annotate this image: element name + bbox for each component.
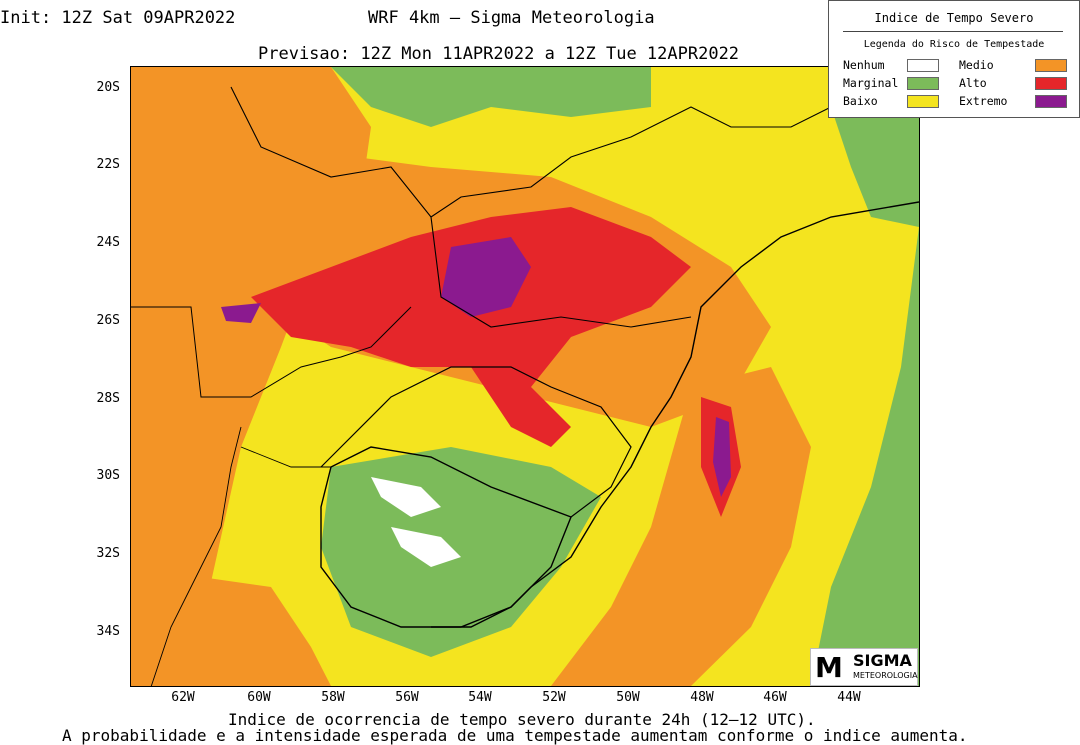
legend-swatch-baixo <box>907 95 939 108</box>
legend-label-extremo: Extremo <box>959 94 1008 108</box>
risk-area-medio-ocean <box>551 367 811 686</box>
legend-swatch-medio <box>1035 59 1067 72</box>
sigma-logo: M SIGMA METEOROLOGIA <box>810 648 918 686</box>
legend-divider <box>843 31 1063 32</box>
lat-tick: 20S <box>96 80 120 95</box>
lon-tick: 62W <box>171 690 195 705</box>
legend-swatch-alto <box>1035 77 1067 90</box>
lon-tick: 60W <box>247 690 271 705</box>
risk-area-marginal-north <box>331 67 651 127</box>
lon-tick: 46W <box>763 690 787 705</box>
legend-label-nenhum: Nenhum <box>843 58 885 72</box>
lat-tick: 34S <box>96 624 120 639</box>
lat-tick: 30S <box>96 468 120 483</box>
legend-label-marginal: Marginal <box>843 76 899 90</box>
lon-tick: 56W <box>395 690 419 705</box>
lat-tick: 32S <box>96 546 120 561</box>
border-argentina <box>150 426 331 686</box>
logo-text: SIGMA <box>853 651 912 670</box>
risk-area-marginal-south <box>321 447 601 657</box>
risk-area-alto <box>251 207 691 447</box>
risk-area-extremo <box>221 237 531 323</box>
risk-area-nenhum <box>371 477 461 567</box>
border-uruguay <box>320 446 572 628</box>
border-rs <box>320 366 632 518</box>
legend-label-baixo: Baixo <box>843 94 878 108</box>
footer-line-1: Indice de ocorrencia de tempo severo dur… <box>228 710 816 729</box>
lat-tick: 28S <box>96 391 120 406</box>
risk-map <box>131 67 919 686</box>
legend-label-alto: Alto <box>959 76 987 90</box>
border-paraguay <box>131 306 412 398</box>
lon-tick: 54W <box>468 690 492 705</box>
lon-tick: 58W <box>321 690 345 705</box>
border-states <box>230 86 832 328</box>
lat-tick: 22S <box>96 157 120 172</box>
legend-title: Indice de Tempo Severo <box>874 11 1034 25</box>
risk-area-medio-sw <box>131 567 331 686</box>
legend-swatch-marginal <box>907 77 939 90</box>
lat-tick: 24S <box>96 235 120 250</box>
legend-swatch-nenhum <box>907 59 939 72</box>
legend: Indice de Tempo Severo Legenda do Risco … <box>828 0 1080 118</box>
logo-mark: M <box>815 651 843 684</box>
footer-line-2: A probabilidade e a intensidade esperada… <box>62 726 968 745</box>
lon-tick: 44W <box>837 690 861 705</box>
map-panel <box>130 66 920 687</box>
logo-subtext: METEOROLOGIA <box>853 671 918 680</box>
legend-label-medio: Medio <box>959 58 994 72</box>
lon-tick: 48W <box>690 690 714 705</box>
legend-subtitle: Legenda do Risco de Tempestade <box>863 39 1045 50</box>
lat-tick: 26S <box>96 313 120 328</box>
risk-area-marginal-east <box>811 227 919 686</box>
model-title: WRF 4km — Sigma Meteorologia <box>368 8 655 28</box>
lon-tick: 52W <box>542 690 566 705</box>
init-time: Init: 12Z Sat 09APR2022 <box>0 8 236 28</box>
risk-area-extremo-ocean <box>713 417 731 497</box>
legend-swatch-extremo <box>1035 95 1067 108</box>
risk-area-marginal-ne <box>831 87 919 227</box>
lon-tick: 50W <box>616 690 640 705</box>
forecast-period: Previsao: 12Z Mon 11APR2022 a 12Z Tue 12… <box>258 44 740 64</box>
